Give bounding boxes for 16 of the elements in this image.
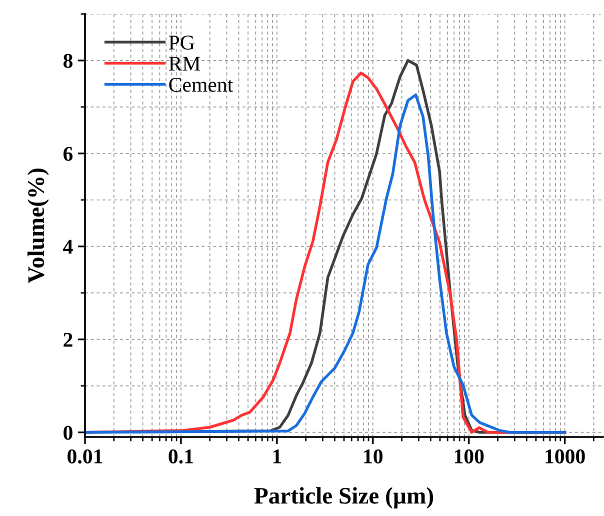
x-tick-label: 10 xyxy=(364,449,383,464)
x-tick-label: 0.1 xyxy=(168,449,193,464)
legend-label: PG xyxy=(168,36,194,50)
x-tick-label: 1000 xyxy=(546,449,585,464)
legend-label: RM xyxy=(168,56,200,71)
x-tick-label: 0.01 xyxy=(68,449,102,464)
x-tick-label: 100 xyxy=(454,449,484,464)
y-tick-label: 0 xyxy=(64,426,72,440)
y-tick-label: 6 xyxy=(63,146,73,161)
y-tick-label: 4 xyxy=(63,240,73,254)
y-tick-label: 8 xyxy=(63,54,73,68)
y-axis-title: Volume(%) xyxy=(27,168,49,284)
y-tick-label: 2 xyxy=(64,332,72,347)
legend-label: Cement xyxy=(169,78,234,92)
x-tick-label: 1 xyxy=(273,450,282,464)
x-axis-title: Particle Size (µm) xyxy=(254,487,434,509)
